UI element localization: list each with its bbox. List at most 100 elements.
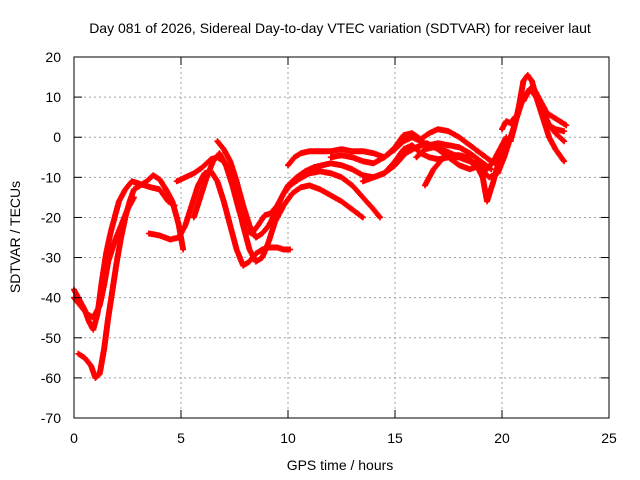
data-point [509, 139, 513, 143]
data-point [526, 73, 530, 77]
data-point [158, 177, 162, 181]
data-point [547, 123, 551, 127]
data-point [151, 173, 155, 177]
data-point [83, 356, 87, 360]
data-point [241, 203, 245, 207]
data-point [292, 155, 296, 159]
series-arc-12 [422, 142, 508, 205]
data-point [474, 163, 478, 167]
data-point [491, 179, 495, 183]
data-point [262, 213, 266, 217]
data-point [427, 155, 431, 159]
data-point [228, 159, 232, 163]
data-point [320, 163, 324, 167]
data-point [410, 131, 414, 135]
data-point [329, 155, 333, 159]
data-point [479, 151, 483, 155]
data-point [282, 203, 286, 207]
data-point [329, 149, 333, 153]
data-point [237, 207, 241, 211]
data-point [260, 256, 264, 260]
data-point [247, 248, 251, 252]
data-point [267, 223, 271, 227]
data-point [177, 223, 181, 227]
data-point [190, 203, 194, 207]
data-point [350, 207, 354, 211]
data-point [423, 147, 427, 151]
data-point [564, 123, 568, 127]
data-point [530, 79, 534, 83]
series-layer [71, 72, 570, 381]
data-point [307, 183, 311, 187]
data-point [235, 248, 239, 252]
data-point [224, 163, 228, 167]
data-point [504, 135, 508, 139]
data-point [222, 199, 226, 203]
data-point [211, 159, 215, 163]
data-point [102, 284, 106, 288]
data-point [436, 141, 440, 145]
y-tick-label: -10 [41, 169, 61, 185]
y-tick-label: 0 [53, 129, 61, 145]
data-point [393, 159, 397, 163]
data-point [115, 260, 119, 264]
data-point [440, 157, 444, 161]
data-point [340, 175, 343, 179]
data-point [402, 147, 406, 151]
data-point [457, 145, 461, 149]
data-point [192, 171, 196, 175]
data-point [119, 236, 123, 239]
data-point [93, 376, 97, 380]
data-point [457, 163, 461, 167]
data-point [545, 111, 549, 115]
data-point [361, 215, 365, 219]
data-point [521, 79, 525, 83]
data-point [447, 143, 450, 147]
data-point [502, 143, 506, 147]
data-point [145, 179, 149, 183]
data-point [149, 185, 153, 189]
data-point [554, 131, 557, 135]
data-point [485, 167, 489, 171]
data-point [295, 175, 299, 179]
data-point [361, 179, 365, 183]
data-point [299, 185, 303, 189]
data-point [196, 183, 200, 187]
data-point [108, 231, 112, 235]
series-arc-5 [173, 154, 366, 265]
y-tick-label: -60 [41, 370, 61, 386]
data-point [410, 143, 414, 147]
data-point [340, 163, 343, 167]
data-point [76, 352, 80, 356]
data-point [427, 131, 431, 135]
data-point [247, 223, 251, 227]
data-point [215, 139, 219, 143]
data-point [329, 171, 333, 175]
data-point [372, 207, 376, 211]
data-point [230, 183, 234, 187]
data-point [513, 123, 517, 127]
data-point [404, 151, 408, 155]
data-point [393, 145, 397, 149]
data-point [432, 167, 436, 171]
data-point [312, 165, 316, 169]
data-point [423, 183, 427, 187]
data-point [340, 199, 343, 203]
data-point [528, 87, 532, 91]
data-point [468, 143, 472, 147]
data-point [87, 320, 91, 324]
data-point [286, 183, 290, 187]
data-point [318, 149, 322, 153]
data-point [551, 115, 555, 119]
x-tick-label: 20 [494, 430, 510, 446]
data-point [260, 231, 264, 235]
data-point [539, 99, 543, 103]
data-point [562, 139, 566, 143]
data-point [517, 103, 521, 107]
data-point [102, 348, 106, 352]
data-point [177, 236, 181, 239]
data-point [89, 364, 93, 368]
data-point [98, 304, 102, 308]
y-tick-label: -20 [41, 209, 61, 225]
